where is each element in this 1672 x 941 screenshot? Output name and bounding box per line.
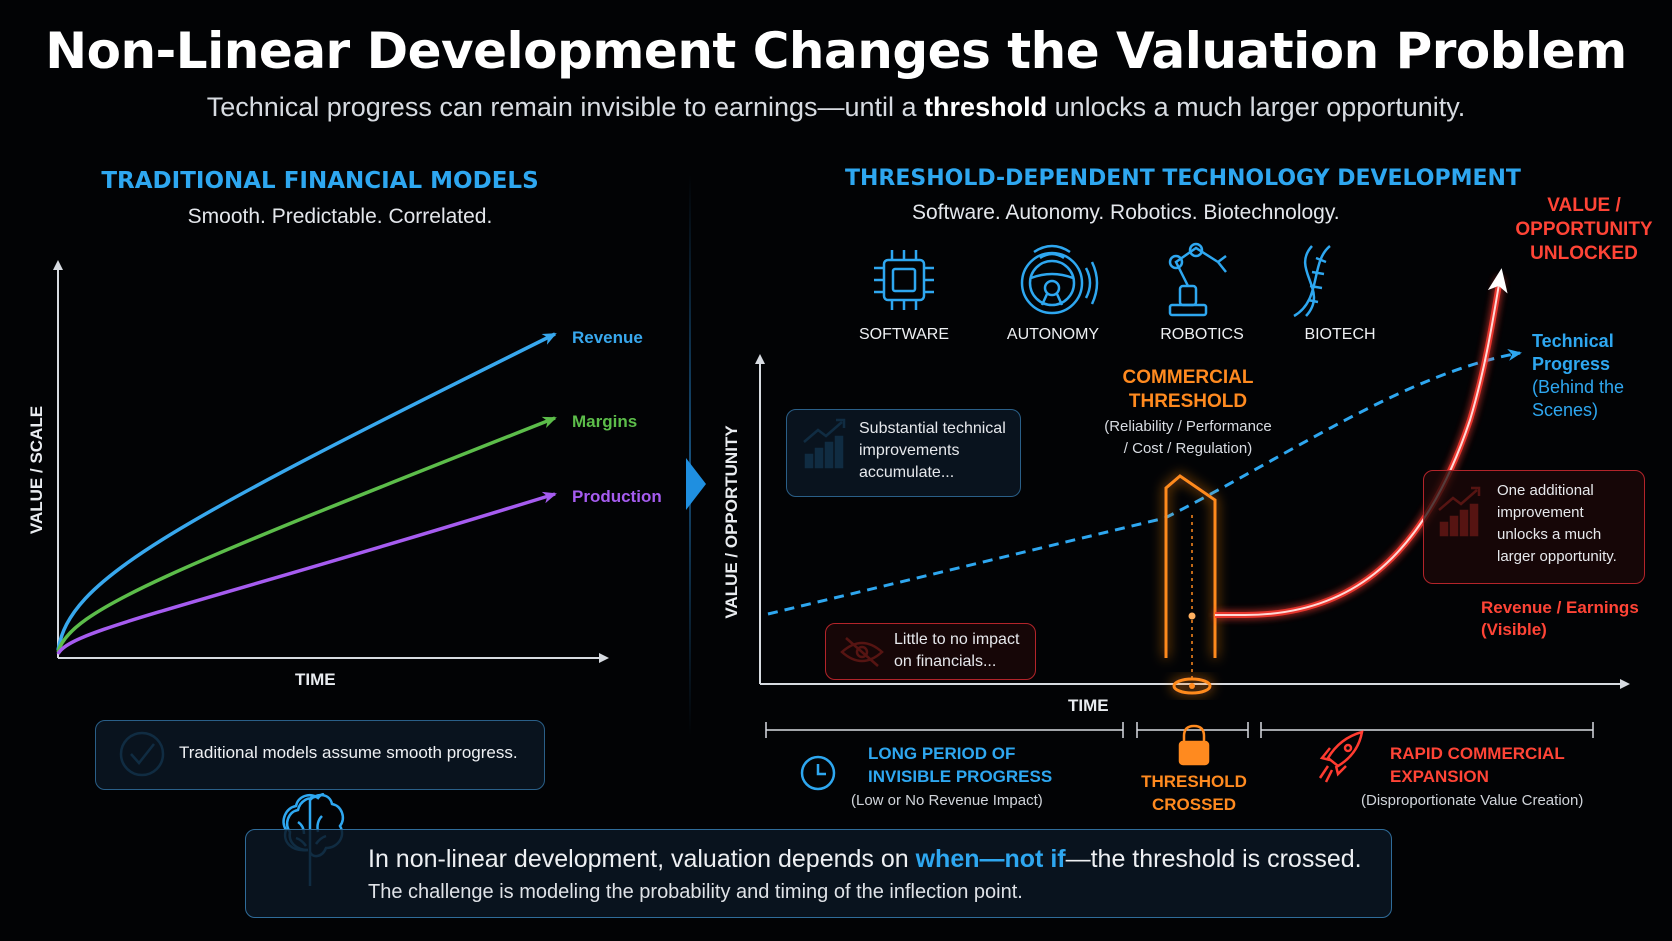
impact-note: Little to no impact on financials...	[894, 629, 1019, 673]
tech-line1: Technical	[1532, 331, 1614, 351]
left-tagline: Smooth. Predictable. Correlated.	[187, 205, 493, 228]
margins-line	[56, 416, 557, 653]
threshold-ring	[1172, 677, 1212, 695]
chip-icon	[874, 250, 934, 310]
icon-caption-biotech: BIOTECH	[1304, 326, 1376, 343]
unlock-line3: unlocks a much	[1497, 526, 1602, 543]
transition-chevron-icon	[686, 458, 706, 510]
left-note-text: Traditional models assume smooth progres…	[179, 743, 518, 762]
threshold-point	[1188, 612, 1196, 620]
threshold-title-line2: THRESHOLD	[1128, 391, 1248, 412]
phase-brackets	[765, 722, 1594, 738]
footer-line2: The challenge is modeling the probabilit…	[368, 881, 1023, 903]
accumulate-note-box	[786, 409, 1021, 497]
value-unlocked-label: VALUE / OPPORTUNITY UNLOCKED	[1508, 194, 1660, 266]
robot-arm-icon	[1168, 242, 1227, 317]
phase3-line1: RAPID COMMERCIAL	[1390, 744, 1565, 763]
accumulate-line2: improvements	[859, 442, 960, 459]
series-label-production: Production	[572, 487, 662, 506]
threshold-detail-line1: (Reliability / Performance	[1104, 418, 1272, 435]
impact-note-box	[825, 623, 1036, 680]
tech-line4: Scenes)	[1532, 400, 1599, 420]
left-note-box	[95, 720, 545, 790]
unlock-note: One additional improvement unlocks a muc…	[1497, 480, 1617, 568]
series-label-revenue: Revenue	[572, 328, 643, 347]
unlock-line1: One additional	[1497, 482, 1594, 499]
footer-line1-b: —the threshold is crossed.	[1065, 845, 1362, 873]
footer-dash: —	[979, 845, 1005, 873]
icon-caption-software: SOFTWARE	[858, 326, 950, 343]
left-chart	[53, 260, 609, 663]
phase2-line2: CROSSED	[1151, 795, 1237, 814]
tech-line3: (Behind the	[1532, 377, 1625, 397]
panel-divider	[689, 175, 691, 735]
footer-when: when	[915, 845, 980, 873]
page-title: Non-Linear Development Changes the Valua…	[45, 22, 1627, 80]
phase-threshold-title: THRESHOLD CROSSED	[1124, 770, 1264, 816]
impact-line2: on financials...	[894, 653, 997, 670]
production-line	[56, 491, 557, 655]
accumulate-note: Substantial technical improvements accum…	[859, 418, 1006, 484]
threshold-pillar	[1164, 474, 1217, 658]
unlock-line4: larger opportunity.	[1497, 548, 1617, 565]
right-y-axis-label: VALUE / OPPORTUNITY	[722, 425, 741, 619]
accumulate-line3: accumulate...	[859, 464, 955, 481]
subtitle-part2: unlocks a much larger opportunity.	[1047, 92, 1466, 122]
footer-not-if: not if	[1004, 845, 1066, 873]
left-y-axis-label: VALUE / SCALE	[27, 405, 46, 535]
right-x-axis-label: TIME	[1068, 696, 1109, 715]
footer-box	[245, 829, 1392, 918]
phase2-line1: THRESHOLD	[1141, 772, 1247, 791]
right-tagline: Software. Autonomy. Robotics. Biotechnol…	[912, 201, 1340, 224]
phase-expansion-title: RAPID COMMERCIAL EXPANSION	[1390, 742, 1565, 788]
revenue-line1: Revenue / Earnings	[1481, 598, 1639, 617]
subtitle-part1: Technical progress can remain invisible …	[206, 92, 925, 122]
icon-caption-autonomy: AUTONOMY	[1006, 326, 1100, 343]
phase-expansion-detail: (Disproportionate Value Creation)	[1361, 792, 1584, 809]
rocket-icon	[1318, 730, 1364, 783]
accumulate-line1: Substantial technical	[859, 420, 1006, 437]
left-x-axis-label: TIME	[295, 670, 336, 689]
padlock-icon	[1178, 724, 1210, 766]
value-line3: UNLOCKED	[1530, 243, 1638, 264]
icon-caption-robotics: ROBOTICS	[1160, 326, 1244, 343]
phase1-line2: INVISIBLE PROGRESS	[868, 767, 1053, 786]
phase-invisible-title: LONG PERIOD OF INVISIBLE PROGRESS	[868, 742, 1052, 788]
steering-wheel-icon	[1020, 244, 1099, 315]
unlock-line2: improvement	[1497, 504, 1584, 521]
tech-line2: Progress	[1532, 354, 1611, 374]
value-line2: OPPORTUNITY	[1515, 219, 1653, 240]
page-subtitle: Technical progress can remain invisible …	[0, 92, 1672, 123]
right-heading: THRESHOLD-DEPENDENT TECHNOLOGY DEVELOPME…	[845, 166, 1521, 191]
revenue-line2: (Visible)	[1481, 620, 1547, 639]
value-line1: VALUE /	[1547, 195, 1621, 216]
impact-line1: Little to no impact	[894, 631, 1020, 648]
technical-progress-label: Technical Progress (Behind the Scenes)	[1532, 330, 1624, 422]
threshold-title-line1: COMMERCIAL	[1122, 367, 1254, 388]
subtitle-bold: threshold	[924, 92, 1048, 122]
threshold-title: COMMERCIAL THRESHOLD	[1088, 366, 1288, 414]
threshold-detail: (Reliability / Performance / Cost / Regu…	[1078, 416, 1298, 460]
series-label-margins: Margins	[572, 412, 638, 431]
threshold-detail-line2: / Cost / Regulation)	[1123, 440, 1253, 457]
footer-line1-a: In non-linear development, valuation dep…	[368, 845, 916, 873]
phase3-line2: EXPANSION	[1390, 767, 1489, 786]
technical-progress-line	[767, 349, 1522, 616]
unlock-note-box	[1423, 470, 1645, 584]
footer-line1: In non-linear development, valuation dep…	[368, 845, 1362, 874]
phase-invisible-detail: (Low or No Revenue Impact)	[851, 792, 1043, 809]
revenue-line	[56, 332, 557, 651]
phase1-line1: LONG PERIOD OF	[868, 744, 1016, 763]
revenue-earnings-label: Revenue / Earnings (Visible)	[1481, 597, 1639, 641]
left-heading: TRADITIONAL FINANCIAL MODELS	[101, 168, 539, 194]
dna-icon	[1293, 245, 1331, 318]
clock-icon	[800, 755, 836, 791]
